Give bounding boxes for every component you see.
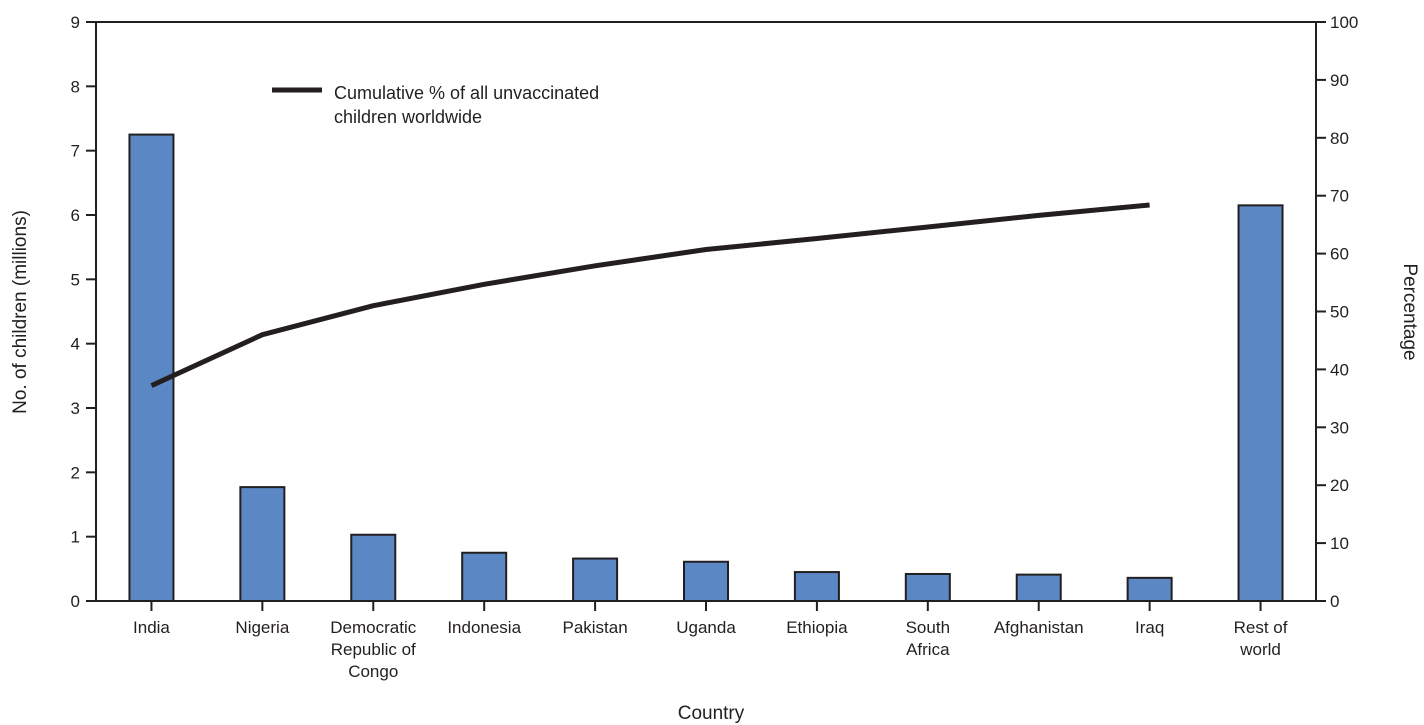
legend-label-line-1: Cumulative % of all unvaccinated: [334, 83, 599, 103]
y-tick-label-7: 7: [71, 142, 80, 161]
x-tick-label-2: Democratic Republic of Congo: [330, 618, 416, 681]
x-tick-label-0: India: [133, 618, 170, 637]
y2-tick-label-3: 30: [1330, 418, 1349, 437]
legend: Cumulative % of all unvaccinated childre…: [272, 83, 599, 127]
bar-6: [793, 571, 840, 602]
x-tick-label-3: Indonesia: [447, 618, 521, 637]
y-axis-title: No. of children (millions): [10, 210, 31, 414]
y2-tick-label-6: 60: [1330, 245, 1349, 264]
y2-tick-label-1: 10: [1330, 534, 1349, 553]
x-tick-label-6: Ethiopia: [786, 618, 848, 637]
y2-tick-label-7: 70: [1330, 187, 1349, 206]
y2-tick-label-5: 50: [1330, 303, 1349, 322]
y-tick-label-4: 4: [71, 335, 80, 354]
x-tick-label-4: Pakistan: [562, 618, 627, 637]
x-tick-label-9: Iraq: [1135, 618, 1164, 637]
x-tick-label-8: Afghanistan: [994, 618, 1084, 637]
x-tick-label-10: Rest of world: [1234, 618, 1288, 659]
bar-4: [572, 557, 619, 602]
y2-tick-label-0: 0: [1330, 592, 1339, 611]
y-tick-label-2: 2: [71, 463, 80, 482]
y2-tick-label-8: 80: [1330, 129, 1349, 148]
bar-8: [1015, 573, 1062, 603]
cumulative-percent-line: [150, 202, 1150, 388]
bars-layer: [128, 133, 1284, 603]
y-tick-label-6: 6: [71, 206, 80, 225]
y2-tick-label-9: 90: [1330, 71, 1349, 90]
y2-tick-label-4: 40: [1330, 360, 1349, 379]
y-tick-label-9: 9: [71, 13, 80, 32]
y-tick-label-3: 3: [71, 399, 80, 418]
legend-label-line-2: children worldwide: [334, 107, 482, 127]
bar-5: [683, 560, 729, 602]
bar-10: [1237, 204, 1284, 602]
y-tick-label-1: 1: [71, 528, 80, 547]
y-tick-label-0: 0: [71, 592, 80, 611]
bar-3: [461, 551, 508, 602]
x-tick-label-7: South Africa: [906, 618, 950, 659]
y2-tick-label-10: 100: [1330, 13, 1358, 32]
bar-2: [350, 533, 397, 603]
bar-9: [1126, 576, 1173, 603]
x-axis-title: Country: [678, 703, 745, 724]
x-tick-label-1: Nigeria: [235, 618, 289, 637]
y-tick-label-5: 5: [71, 270, 80, 289]
line-layer: [150, 202, 1150, 388]
bar-1: [239, 486, 286, 603]
bar-7: [904, 572, 951, 602]
y-tick-label-8: 8: [71, 77, 80, 96]
bar-0: [128, 133, 175, 602]
y2-axis-title: Percentage: [1399, 263, 1420, 360]
y2-tick-label-2: 20: [1330, 476, 1349, 495]
x-tick-label-5: Uganda: [676, 618, 736, 637]
